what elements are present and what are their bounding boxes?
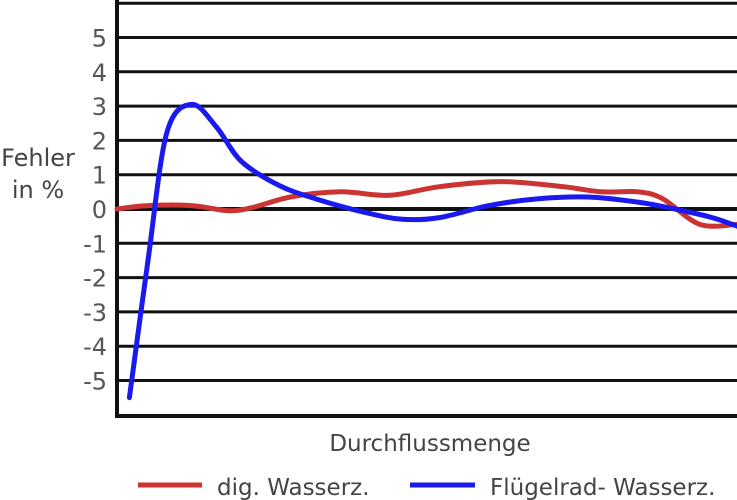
x-axis-label: Durchflussmenge bbox=[329, 431, 530, 457]
y-tick-label: -2 bbox=[83, 265, 107, 293]
series-line-fluegelrad-wasserz bbox=[126, 101, 737, 401]
legend-label-dig: dig. Wasserz. bbox=[217, 475, 370, 500]
series-line-dig-wasserz bbox=[114, 179, 737, 229]
y-tick-label: -5 bbox=[83, 368, 107, 396]
y-tick-label: -4 bbox=[83, 333, 107, 361]
y-tick-label: 0 bbox=[92, 196, 107, 224]
y-tick-label: 5 bbox=[92, 25, 107, 53]
legend: dig. Wasserz. Flügelrad- Wasserz. bbox=[138, 475, 715, 500]
y-tick-label: 2 bbox=[92, 127, 107, 155]
y-tick-label: 1 bbox=[92, 162, 107, 190]
y-tick-labels: 5 4 3 2 1 0 -1 -2 -3 -4 -5 bbox=[83, 25, 107, 396]
series-lines bbox=[114, 101, 737, 401]
y-axis-label-line1: Fehler bbox=[1, 144, 75, 172]
y-tick-label: -1 bbox=[83, 230, 107, 258]
y-tick-label: 4 bbox=[92, 59, 107, 87]
y-tick-label: 3 bbox=[92, 93, 107, 121]
legend-label-fluegelrad: Flügelrad- Wasserz. bbox=[490, 475, 715, 500]
y-tick-label: -3 bbox=[83, 299, 107, 327]
y-axis-label-line2: in % bbox=[12, 176, 64, 204]
